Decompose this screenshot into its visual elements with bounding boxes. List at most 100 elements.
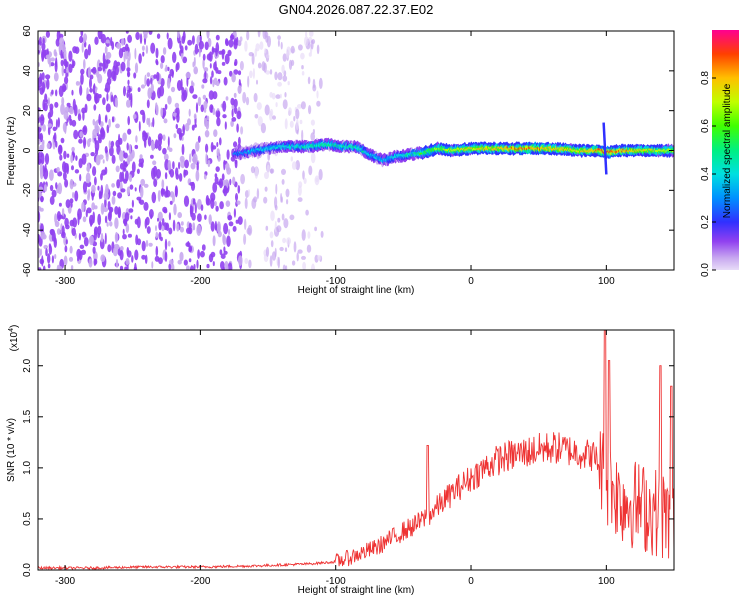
noise-blob (126, 99, 131, 108)
noise-blob (171, 69, 174, 79)
noise-blob (216, 221, 221, 234)
noise-blob (237, 85, 242, 94)
noise-blob (219, 201, 224, 210)
noise-blob (52, 126, 57, 132)
noise-blob (145, 45, 149, 54)
spectrogram-ridge (232, 122, 674, 175)
noise-blob (216, 142, 219, 147)
noise-blob (168, 227, 173, 235)
noise-blob (122, 234, 127, 240)
noise-blob (204, 41, 209, 51)
noise-blob (99, 121, 104, 128)
noise-blob (157, 133, 163, 141)
spectrogram-y-tick-label: 60 (22, 25, 33, 37)
snr-y-tick-label: 1.0 (22, 460, 33, 474)
noise-blob (167, 95, 172, 105)
noise-blob (243, 233, 247, 245)
noise-blob (135, 234, 139, 246)
noise-blob (281, 64, 285, 74)
noise-blob (248, 52, 254, 57)
noise-blob (119, 265, 124, 270)
noise-blob (55, 119, 58, 130)
noise-blob (172, 219, 176, 232)
noise-blob (215, 205, 219, 212)
spectrogram-y-tick-label: 40 (22, 65, 33, 77)
noise-blob (68, 106, 75, 115)
noise-blob (70, 202, 73, 208)
noise-blob (116, 61, 121, 67)
noise-blob (80, 72, 84, 85)
noise-blob (233, 69, 239, 75)
noise-blob (64, 124, 67, 135)
noise-blob (213, 129, 218, 138)
noise-blob (186, 265, 190, 270)
noise-blob (86, 93, 92, 102)
noise-blob (51, 189, 57, 198)
noise-blob (89, 219, 93, 227)
noise-blob (79, 85, 83, 96)
noise-blob (284, 118, 288, 130)
noise-blob (225, 162, 230, 172)
snr-y-tick-label: 0.0 (22, 563, 33, 577)
noise-blob (58, 202, 62, 207)
noise-blob (250, 166, 256, 174)
noise-blob (267, 153, 271, 161)
noise-blob (77, 256, 80, 262)
noise-blob (282, 99, 288, 110)
noise-blob (160, 62, 164, 69)
noise-blob (210, 198, 215, 209)
noise-blob (159, 85, 165, 97)
noise-blob (41, 51, 45, 62)
noise-blob (116, 179, 121, 189)
noise-blob (277, 72, 283, 81)
noise-blob (152, 160, 157, 166)
noise-blob (79, 244, 85, 249)
noise-blob (161, 225, 165, 232)
noise-blob (297, 197, 303, 203)
noise-blob (144, 74, 147, 87)
noise-blob (139, 154, 143, 160)
noise-blob (139, 186, 144, 198)
noise-blob (39, 72, 43, 85)
noise-blob (232, 176, 236, 186)
spectrogram-x-axis-title: Height of straight line (km) (298, 285, 415, 296)
noise-blob (44, 163, 47, 173)
noise-blob (114, 217, 119, 229)
noise-blob (122, 228, 125, 235)
snr-x-axis-title: Height of straight line (km) (298, 585, 415, 596)
noise-blob (68, 256, 74, 262)
noise-blob (194, 43, 199, 55)
noise-blob (277, 39, 280, 47)
noise-blob (155, 231, 159, 239)
noise-blob (65, 224, 70, 230)
snr-y-axis-title: SNR (10 * v/v) (6, 418, 17, 482)
noise-blob (167, 160, 172, 171)
noise-blob (145, 239, 149, 248)
noise-blob (141, 240, 146, 252)
noise-blob (71, 89, 74, 96)
noise-blob (41, 72, 45, 81)
noise-blob (78, 138, 83, 144)
noise-blob (64, 179, 69, 188)
noise-blob (127, 115, 130, 126)
noise-blob (176, 80, 182, 91)
noise-blob (98, 113, 101, 126)
noise-blob (222, 100, 227, 112)
noise-blob (233, 38, 238, 50)
snr-y-tick-label: 1.5 (22, 409, 33, 423)
noise-blob (155, 245, 159, 257)
noise-blob (211, 145, 217, 150)
noise-blob (316, 100, 321, 107)
noise-blob (39, 167, 44, 180)
noise-blob (115, 123, 120, 129)
spectrogram-noise (38, 31, 324, 270)
noise-blob (153, 74, 158, 79)
noise-blob (51, 89, 54, 95)
noise-blob (246, 31, 250, 41)
noise-blob (92, 246, 96, 254)
noise-blob (170, 86, 176, 93)
noise-blob (307, 76, 311, 85)
noise-blob (187, 240, 190, 248)
noise-blob (311, 263, 315, 270)
noise-blob (38, 138, 41, 145)
